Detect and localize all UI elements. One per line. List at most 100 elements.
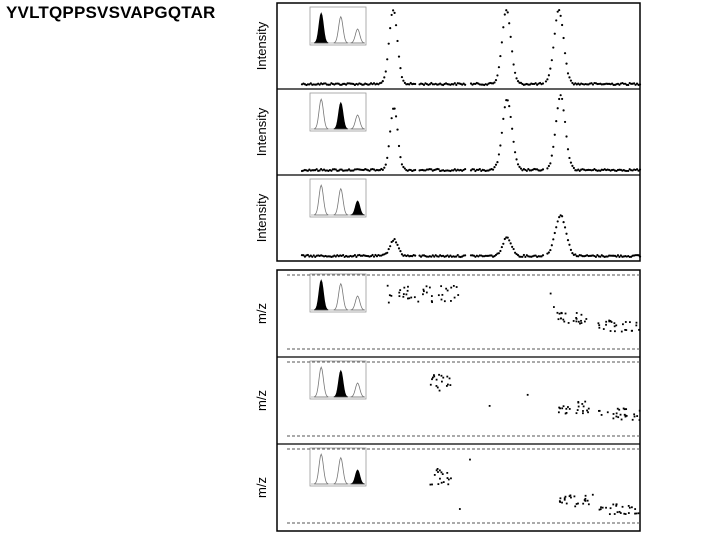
mz-point (583, 320, 586, 323)
mz-point (614, 330, 616, 333)
intensity-point (508, 22, 511, 25)
mz-point (623, 413, 626, 416)
intensity-point (500, 41, 503, 44)
intensity-point (521, 255, 524, 258)
mz-point (622, 407, 625, 410)
intensity-point (558, 216, 561, 219)
mz-point (575, 317, 578, 319)
inset-peak (350, 295, 365, 311)
mz-point (618, 510, 621, 513)
intensity-panel-3: Intensity (254, 174, 642, 259)
mz-point (452, 285, 455, 287)
mz-point (621, 505, 624, 508)
intensity-point (618, 83, 621, 86)
intensity-point (397, 55, 401, 58)
y-axis-label: Intensity (254, 193, 269, 242)
intensity-point (414, 82, 417, 86)
mz-point (582, 410, 584, 412)
intensity-point (549, 248, 552, 252)
intensity-point (386, 251, 389, 254)
intensity-point (506, 236, 509, 239)
mz-point (450, 300, 452, 302)
intensity-point (392, 239, 395, 242)
intensity-point (568, 76, 571, 79)
intensity-point (437, 255, 440, 258)
intensity-point (403, 81, 406, 84)
intensity-point (638, 168, 642, 171)
mz-point (431, 483, 433, 486)
mz-point (610, 321, 613, 323)
intensity-point (419, 255, 423, 258)
intensity-point (511, 245, 514, 249)
intensity-point (392, 9, 395, 12)
intensity-point (610, 82, 614, 85)
mz-point (629, 321, 631, 324)
intensity-point (499, 54, 502, 58)
mz-point (399, 289, 402, 292)
inset-peak (333, 187, 348, 216)
inset-chromatogram (309, 273, 367, 313)
mz-point (605, 320, 608, 323)
inset-chromatogram (309, 360, 367, 400)
mz-point (623, 512, 626, 515)
mz-point (562, 405, 565, 408)
intensity-point (555, 226, 558, 229)
mz-point (582, 405, 585, 408)
inset-peak (314, 366, 329, 398)
intensity-point (571, 252, 574, 255)
intensity-point (616, 254, 620, 257)
intensity-point (455, 255, 458, 258)
mz-point (584, 400, 587, 403)
mz-point (605, 506, 607, 509)
intensity-point (384, 163, 387, 166)
intensity-point (402, 165, 405, 169)
mz-point (443, 300, 446, 303)
mz-point (446, 383, 449, 386)
intensity-point (371, 253, 374, 257)
intensity-point (505, 9, 508, 12)
mz-point (526, 393, 529, 396)
intensity-point (400, 75, 404, 79)
mz-point (575, 503, 578, 505)
panel-group-frame (276, 2, 641, 262)
y-axis-label: m/z (254, 303, 269, 324)
intensity-point (503, 237, 506, 241)
mz-point (586, 499, 589, 502)
mz-point (627, 504, 630, 507)
intensity-point (342, 253, 345, 257)
mz-point (435, 385, 438, 387)
inset-peak (314, 184, 329, 216)
inset-peak (350, 28, 365, 44)
intensity-point (328, 83, 332, 86)
intensity-point (521, 169, 524, 172)
mz-point (624, 415, 627, 418)
mz-point (598, 326, 601, 329)
inset-peak (350, 382, 365, 398)
intensity-point (506, 99, 509, 102)
intensity-point (393, 107, 396, 110)
y-axis-label: m/z (254, 477, 269, 498)
mz-point (625, 415, 628, 417)
intensity-point (497, 153, 501, 156)
intensity-point (430, 255, 433, 258)
mz-point (458, 508, 461, 510)
intensity-point (422, 83, 426, 87)
intensity-point (562, 109, 565, 112)
intensity-point (553, 133, 556, 136)
intensity-point (500, 131, 503, 134)
mz-point (438, 373, 440, 376)
intensity-point (306, 253, 309, 257)
mz-point (442, 376, 445, 379)
intensity-point (544, 80, 548, 83)
mz-point (574, 505, 577, 508)
mz-point (635, 324, 638, 327)
intensity-point (516, 163, 520, 166)
intensity-point (516, 253, 520, 257)
mz-point (398, 291, 401, 294)
mz-point (623, 408, 626, 411)
mz-point (440, 298, 443, 301)
intensity-point (490, 254, 493, 257)
intensity-point (566, 239, 570, 242)
intensity-point (519, 167, 523, 170)
mz-point (580, 322, 583, 324)
